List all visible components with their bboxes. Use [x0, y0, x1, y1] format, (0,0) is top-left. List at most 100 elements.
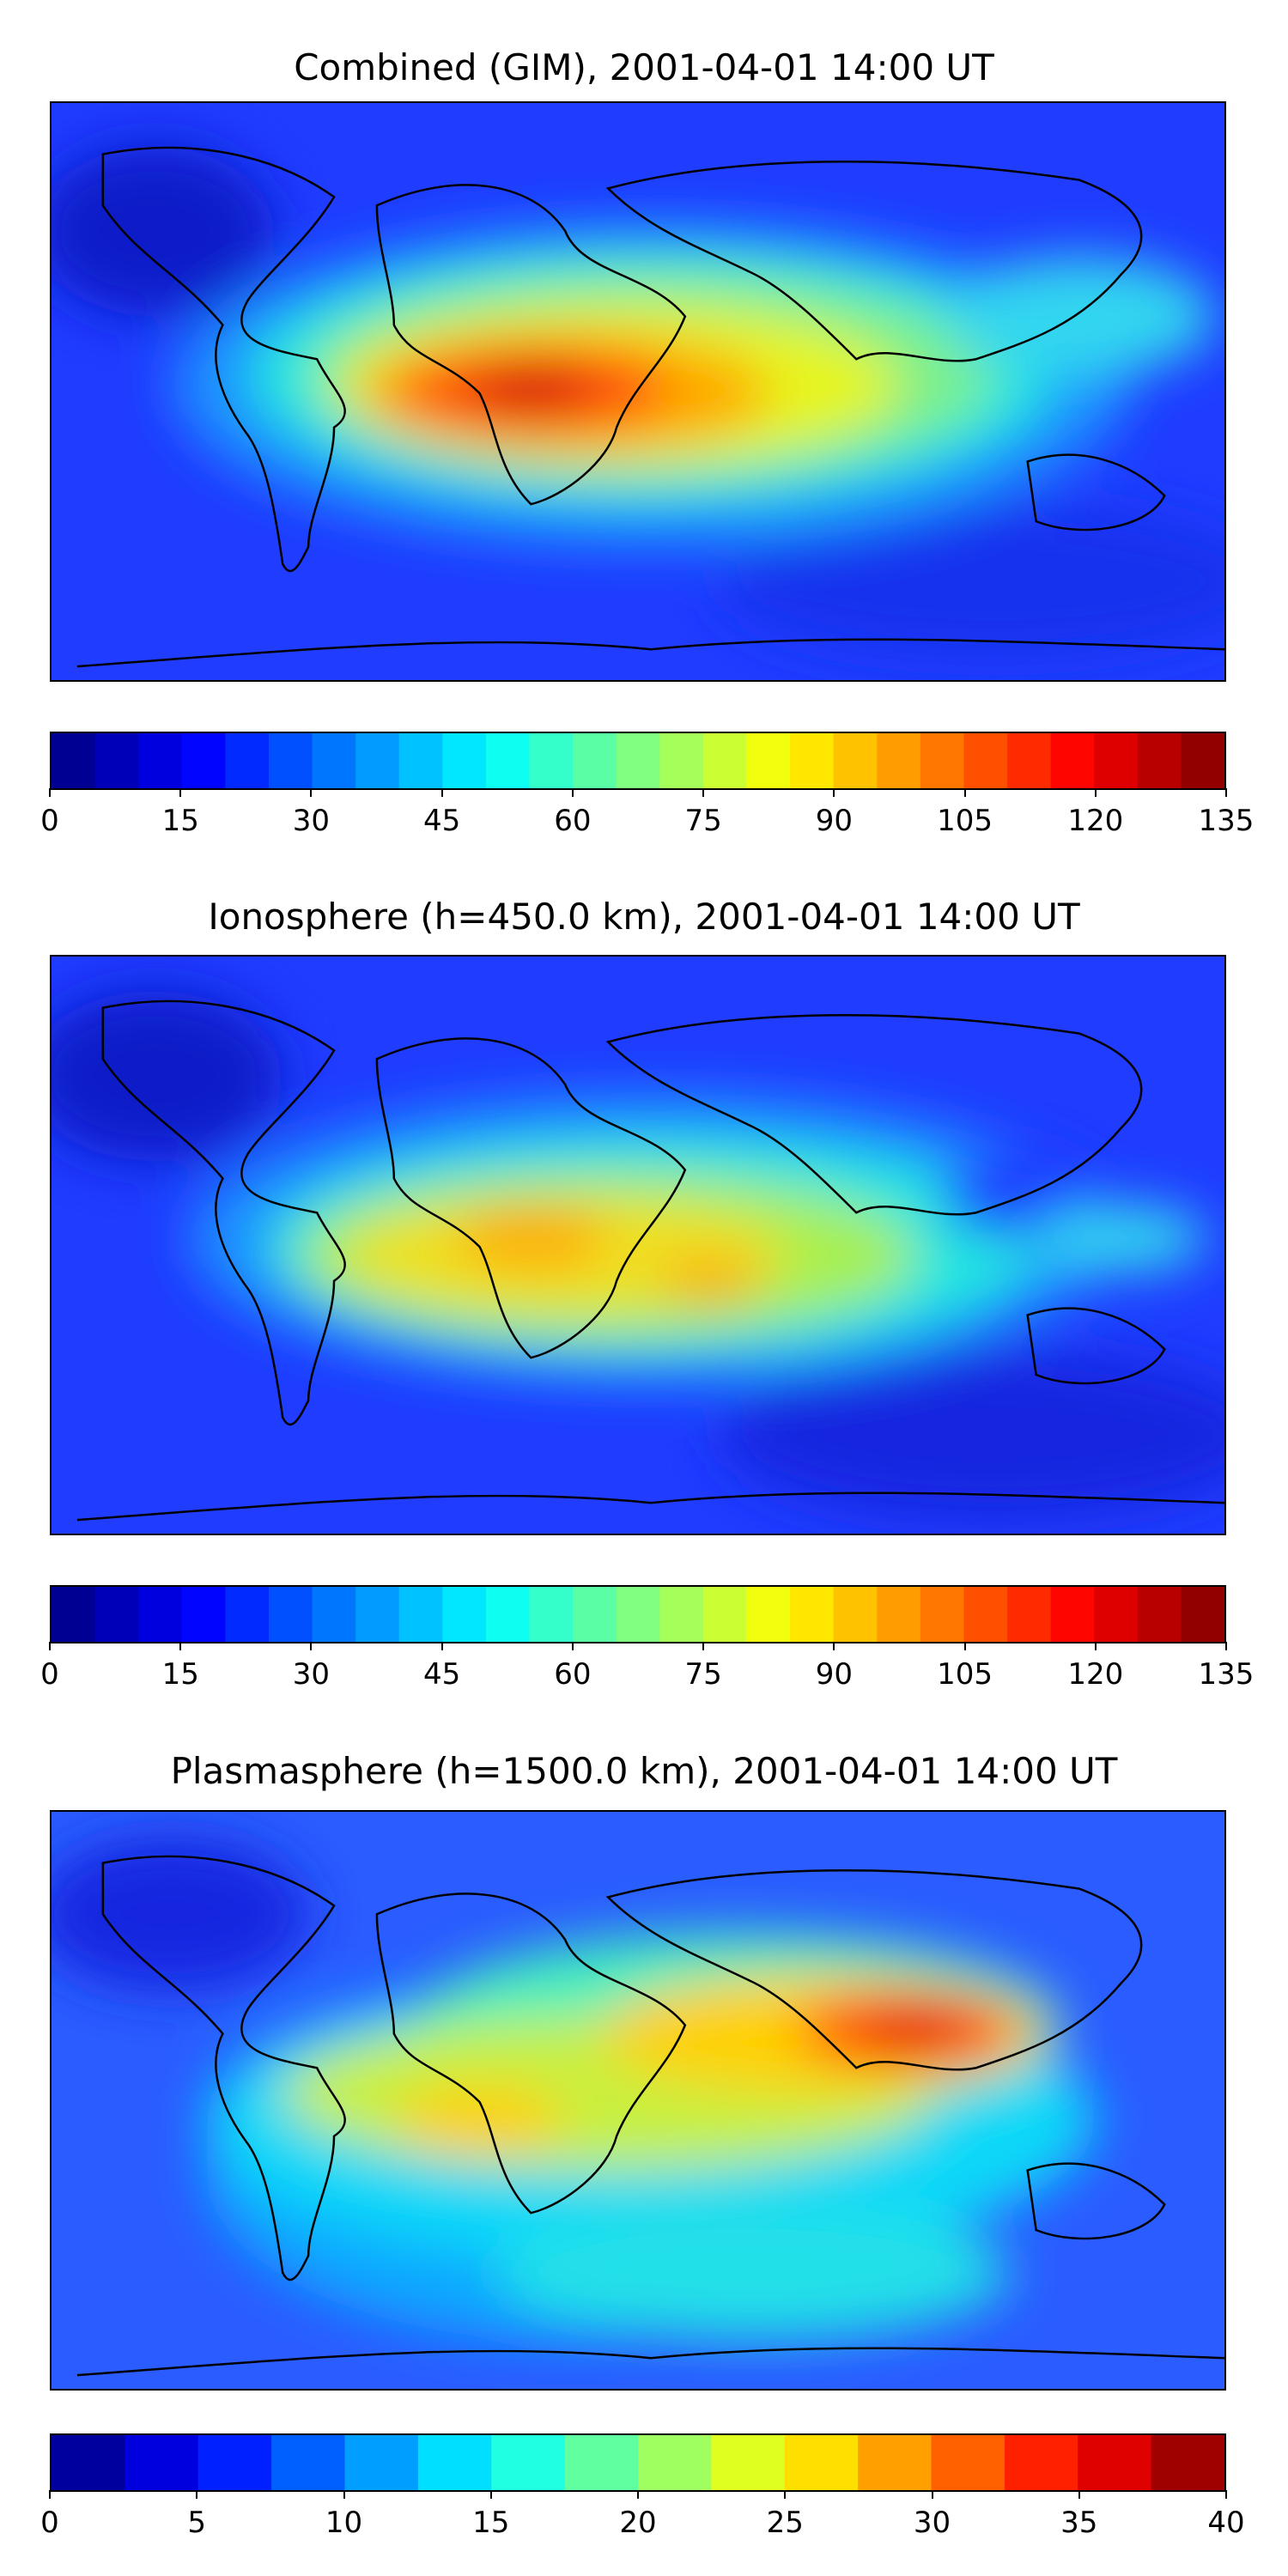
- colorbar-level: [1137, 1587, 1182, 1642]
- colorbar-tick-label: 5: [187, 2506, 207, 2540]
- colorbar-level: [931, 2435, 1005, 2490]
- colorbar-tick-label: 15: [161, 1657, 199, 1692]
- colorbar-level: [225, 733, 270, 788]
- colorbar-tick: [440, 1642, 443, 1650]
- colorbar-level: [1007, 1587, 1052, 1642]
- colorbar-level: [94, 733, 139, 788]
- colorbar-level: [312, 733, 356, 788]
- colorbar-level: [1050, 1587, 1095, 1642]
- colorbar-level: [573, 1587, 617, 1642]
- colorbar-level: [94, 1587, 139, 1642]
- colorbar-tick: [931, 2490, 933, 2499]
- tec-map-ionosphere: [50, 955, 1226, 1535]
- colorbar-combined: [50, 732, 1226, 790]
- colorbar-level: [711, 2435, 786, 2490]
- colorbar-tick: [702, 1642, 705, 1650]
- colorbar-tick: [310, 1642, 313, 1650]
- colorbar-level: [1094, 1587, 1139, 1642]
- colorbar-level: [963, 733, 1008, 788]
- colorbar-tick-label: 10: [325, 2506, 363, 2540]
- colorbar-level: [138, 1587, 183, 1642]
- colorbar-tick: [571, 788, 574, 797]
- colorbar-level: [312, 1587, 356, 1642]
- colorbar-level: [564, 2435, 639, 2490]
- colorbar-level: [833, 733, 878, 788]
- colorbar-level: [138, 733, 183, 788]
- colorbar-level: [659, 1587, 704, 1642]
- colorbar-tick-label: 25: [766, 2506, 804, 2540]
- map-title: Ionosphere (h=450.0 km), 2001-04-01 14:0…: [208, 896, 1080, 938]
- colorbar-level: [52, 733, 96, 788]
- colorbar-level: [529, 1587, 574, 1642]
- colorbar-tick: [49, 788, 51, 797]
- colorbar-tick-label: 60: [554, 804, 592, 838]
- map-title: Combined (GIM), 2001-04-01 14:00 UT: [294, 46, 994, 88]
- colorbar-level: [920, 1587, 965, 1642]
- tec-field-combined: [52, 103, 1224, 680]
- colorbar-tick: [702, 788, 705, 797]
- colorbar-tick-label: 15: [472, 2506, 510, 2540]
- colorbar-tick: [784, 2490, 787, 2499]
- colorbar-level: [355, 1587, 400, 1642]
- colorbar-tick-label: 40: [1207, 2506, 1245, 2540]
- colorbar-level: [485, 1587, 531, 1642]
- coastline-outlines: [76, 1855, 1224, 2377]
- colorbar-tick-label: 20: [619, 2506, 657, 2540]
- colorbar-level: [920, 733, 965, 788]
- colorbar-tick-label: 75: [684, 1657, 722, 1692]
- colorbar-tick-label: 90: [815, 1657, 853, 1692]
- colorbar-tick-label: 0: [40, 1657, 59, 1692]
- colorbar-level: [225, 1587, 270, 1642]
- colorbar-ticks: 0 15 30 45 60 75 90 105 120 135: [40, 1642, 1254, 1693]
- colorbar-tick: [1078, 2490, 1080, 2499]
- colorbar-tick-label: 120: [1067, 804, 1124, 838]
- colorbar-tick-label: 0: [40, 2506, 59, 2540]
- map-title: Plasmasphere (h=1500.0 km), 2001-04-01 1…: [170, 1750, 1118, 1792]
- colorbar-level: [398, 1587, 443, 1642]
- colorbar-tick-label: 15: [161, 804, 199, 838]
- colorbar-level: [784, 2435, 859, 2490]
- colorbar-tick: [1225, 788, 1227, 797]
- colorbar-level: [746, 733, 791, 788]
- colorbar-tick-label: 75: [684, 804, 722, 838]
- colorbar-tick: [196, 2490, 198, 2499]
- colorbar-level: [197, 2435, 272, 2490]
- tec-field-ionosphere: [52, 957, 1224, 1534]
- colorbar-tick: [440, 788, 443, 797]
- colorbar-tick-label: 0: [40, 804, 59, 838]
- colorbar-level: [268, 733, 313, 788]
- colorbar-ionosphere: [50, 1585, 1226, 1643]
- colorbar-level: [398, 733, 443, 788]
- colorbar-level: [52, 1587, 96, 1642]
- coastline-outlines: [76, 146, 1224, 668]
- colorbar-level: [616, 733, 660, 788]
- colorbar-tick-label: 135: [1198, 1657, 1255, 1692]
- colorbar-level: [1151, 2435, 1224, 2490]
- colorbar-level: [1181, 733, 1224, 788]
- colorbar-level: [529, 733, 574, 788]
- colorbar-level: [485, 733, 531, 788]
- colorbar-tick: [49, 1642, 51, 1650]
- colorbar-tick-label: 135: [1198, 804, 1255, 838]
- colorbar-tick: [489, 2490, 492, 2499]
- colorbar-level: [790, 733, 835, 788]
- colorbar-level: [355, 733, 400, 788]
- colorbar-level: [1137, 733, 1182, 788]
- colorbar-tick: [963, 788, 966, 797]
- colorbar-level: [573, 733, 617, 788]
- colorbar-level: [746, 1587, 791, 1642]
- colorbar-tick-label: 105: [937, 1657, 993, 1692]
- colorbar-ticks: 0 5 10 15 20 25 30 35 40: [40, 2490, 1245, 2542]
- colorbar-tick: [637, 2490, 639, 2499]
- colorbar-tick: [963, 1642, 966, 1650]
- tec-map-combined: [50, 101, 1226, 682]
- colorbar-level: [1078, 2435, 1152, 2490]
- coastline-outlines: [76, 999, 1224, 1522]
- colorbar-tick-label: 30: [292, 804, 331, 838]
- colorbar-level: [181, 1587, 226, 1642]
- colorbar-tick: [833, 788, 835, 797]
- colorbar-level: [877, 733, 921, 788]
- colorbar-tick: [179, 788, 182, 797]
- colorbar-level: [1094, 733, 1139, 788]
- colorbar-tick: [1094, 788, 1097, 797]
